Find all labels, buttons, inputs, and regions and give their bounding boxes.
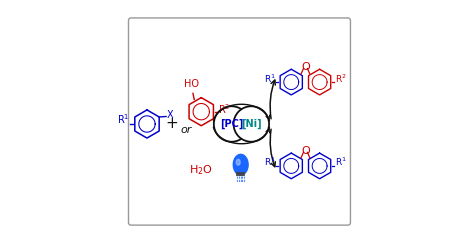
Text: [PC]: [PC]: [220, 119, 243, 129]
Text: R$^2$: R$^2$: [335, 72, 346, 85]
Text: O: O: [301, 62, 310, 72]
Text: R$^1$: R$^1$: [264, 156, 276, 168]
Circle shape: [214, 106, 249, 142]
Text: X: X: [166, 110, 173, 120]
Text: H$_2$O: H$_2$O: [189, 163, 213, 177]
Text: +: +: [165, 117, 178, 131]
Polygon shape: [233, 155, 248, 175]
Text: R$^1$: R$^1$: [335, 156, 347, 168]
FancyBboxPatch shape: [128, 18, 350, 225]
Text: R$^1$: R$^1$: [264, 72, 276, 85]
Polygon shape: [236, 159, 240, 165]
Text: R$^1$: R$^1$: [117, 112, 130, 126]
Text: or: or: [181, 125, 192, 135]
Text: [Ni]: [Ni]: [241, 119, 262, 129]
Circle shape: [234, 106, 269, 142]
Text: O: O: [301, 146, 310, 156]
Text: R$^2$: R$^2$: [218, 102, 231, 116]
Text: HO: HO: [184, 79, 199, 89]
